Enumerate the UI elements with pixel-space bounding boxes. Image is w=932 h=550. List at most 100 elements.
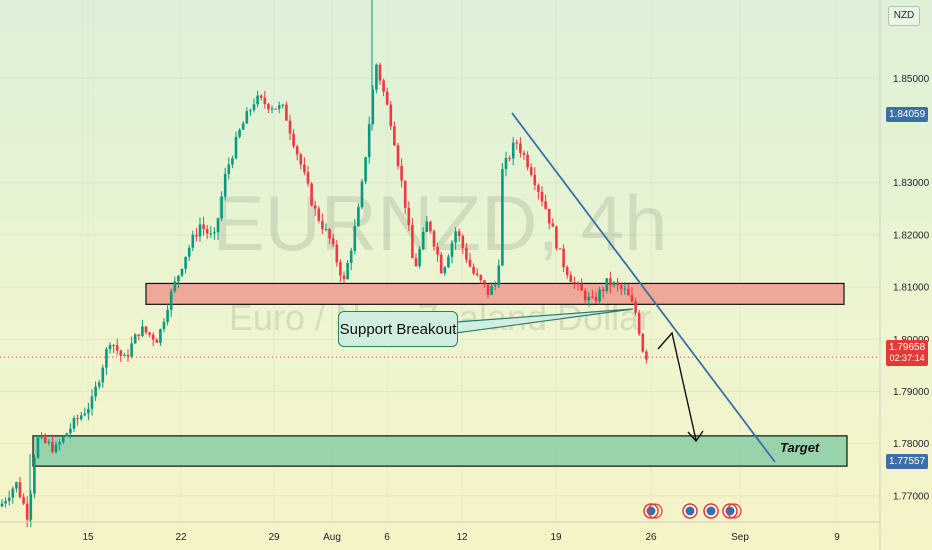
candle-body xyxy=(15,482,18,489)
candle-body xyxy=(619,285,623,289)
candle-body xyxy=(475,273,479,276)
candle-body xyxy=(90,396,94,409)
candle-body xyxy=(123,354,126,356)
candle-body xyxy=(105,349,108,368)
candle-body xyxy=(609,278,612,286)
time-tick-label: 22 xyxy=(175,532,187,543)
candle-body xyxy=(454,231,457,243)
candle-body xyxy=(569,275,573,283)
time-tick-label: 26 xyxy=(645,532,657,543)
candle-body xyxy=(637,312,641,334)
candle-body xyxy=(263,97,267,105)
candle-body xyxy=(576,283,580,285)
candle-body xyxy=(601,289,605,292)
candle-body xyxy=(43,435,47,443)
candle-body xyxy=(270,108,274,110)
candle-body xyxy=(177,275,180,282)
candle-body xyxy=(335,244,339,263)
candle-body xyxy=(537,185,540,192)
candle-body xyxy=(623,288,627,290)
candle-body xyxy=(540,191,544,202)
candle-body xyxy=(385,91,389,105)
candle-body xyxy=(249,110,252,112)
candle-body xyxy=(54,444,58,452)
price-axis[interactable]: 1.850001.830001.820001.810001.800001.790… xyxy=(879,0,930,550)
candle-body xyxy=(483,280,486,285)
price-tick-label: 1.85000 xyxy=(893,74,930,85)
candle-body xyxy=(112,344,115,346)
candle-body xyxy=(213,232,216,234)
candle-body xyxy=(565,267,569,276)
currency-label[interactable]: NZD xyxy=(888,6,920,26)
candle-body xyxy=(349,250,353,263)
economic-event-dot xyxy=(706,506,716,516)
candle-body xyxy=(630,295,634,302)
candle-body xyxy=(324,228,328,230)
candle-body xyxy=(511,142,515,159)
candle-body xyxy=(360,181,364,208)
candle-body xyxy=(94,386,97,397)
candle-body xyxy=(389,104,393,127)
candle-body xyxy=(529,167,533,175)
candle-body xyxy=(313,205,317,209)
candle-body xyxy=(515,142,519,144)
support-breakout-callout[interactable]: Support Breakout xyxy=(338,311,458,347)
candle-body xyxy=(522,152,526,155)
candle-body xyxy=(414,258,418,267)
time-axis[interactable]: 15 22 29 Aug 6 12 19 26 Sep 9 xyxy=(0,521,880,543)
event-markers xyxy=(643,503,742,519)
candle-body xyxy=(457,231,461,237)
candle-body xyxy=(205,228,209,234)
candle-body xyxy=(22,497,25,504)
time-tick-label: 9 xyxy=(834,532,840,543)
candle-body xyxy=(238,129,241,137)
candle-body xyxy=(346,262,349,280)
candle-body xyxy=(79,415,83,420)
candle-body xyxy=(612,282,616,286)
candle-body xyxy=(126,354,130,357)
candle-body xyxy=(558,248,562,250)
candle-body xyxy=(519,143,522,153)
candle-body xyxy=(29,493,33,520)
price-tag-current: 1.79658 02:37:14 xyxy=(886,340,929,366)
economic-event-marker xyxy=(647,503,663,519)
candle-body xyxy=(51,442,54,452)
candle-body xyxy=(148,332,151,335)
candle-body xyxy=(371,89,375,125)
candle-body xyxy=(108,344,112,350)
candle-body xyxy=(216,218,220,233)
candle-body xyxy=(285,104,288,121)
candle-body xyxy=(400,165,403,181)
candle-body xyxy=(292,133,295,147)
candle-body xyxy=(223,173,227,197)
candle-body xyxy=(72,418,76,429)
price-tag-target: 1.77557 xyxy=(886,454,929,469)
candle-body xyxy=(339,262,342,276)
candle-body xyxy=(627,288,630,296)
candle-body xyxy=(173,281,177,292)
candle-body xyxy=(439,254,443,274)
candle-body xyxy=(101,367,105,383)
candle-body xyxy=(47,442,51,444)
candle-body xyxy=(547,208,551,224)
candle-body xyxy=(97,382,101,387)
candle-body xyxy=(256,95,259,105)
candle-body xyxy=(562,248,565,268)
candle-body xyxy=(465,247,468,260)
target-label[interactable]: Target xyxy=(780,440,820,455)
candle-body xyxy=(83,413,87,416)
candle-body xyxy=(450,242,454,257)
candle-body xyxy=(425,221,429,232)
candle-body xyxy=(58,442,61,445)
current-price-value: 1.79658 xyxy=(889,342,926,353)
candle-body xyxy=(180,268,184,276)
candle-body xyxy=(432,231,436,247)
candle-body xyxy=(137,334,141,337)
candle-body xyxy=(184,256,187,269)
candle-body xyxy=(403,180,407,208)
candle-body xyxy=(591,296,594,298)
candle-body xyxy=(573,282,576,284)
candle-body xyxy=(328,228,331,239)
